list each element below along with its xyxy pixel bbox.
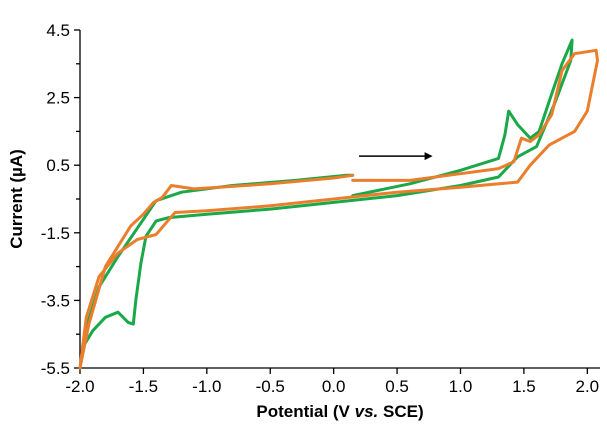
annotation-layer — [359, 152, 433, 161]
series-line-2 — [78, 48, 599, 370]
y-tick-label: -3.5 — [41, 291, 70, 310]
y-tick-label: 2.5 — [46, 89, 70, 108]
x-ticks: -2.0 -1.5 -1.0 -0.5 0.0 0.5 1.0 1.5 2.0 — [65, 368, 599, 396]
x-tick-label: 1.0 — [449, 377, 473, 396]
series-layer — [78, 38, 599, 370]
y-tick-label: -5.5 — [41, 359, 70, 378]
y-tick-label: -1.5 — [41, 224, 70, 243]
x-axis-title: Potential (V vs. SCE) — [256, 402, 423, 421]
y-tick-label: 4.5 — [46, 21, 70, 40]
x-tick-label: 0.0 — [322, 377, 346, 396]
x-tick-label: 1.5 — [512, 377, 536, 396]
y-tick-label: 0.5 — [46, 156, 70, 175]
x-tick-label: 0.5 — [385, 377, 409, 396]
series-line-1 — [81, 38, 574, 350]
x-tick-label: -0.5 — [256, 377, 285, 396]
x-tick-label: -2.0 — [65, 377, 94, 396]
x-tick-label: -1.5 — [129, 377, 158, 396]
y-ticks: 4.5 2.5 0.5 -1.5 -3.5 -5.5 — [41, 21, 80, 378]
x-tick-label: -1.0 — [192, 377, 221, 396]
arrow-head-icon — [424, 152, 433, 161]
y-axis-title: Current (µA) — [7, 149, 26, 249]
x-tick-label: 2.0 — [575, 377, 599, 396]
